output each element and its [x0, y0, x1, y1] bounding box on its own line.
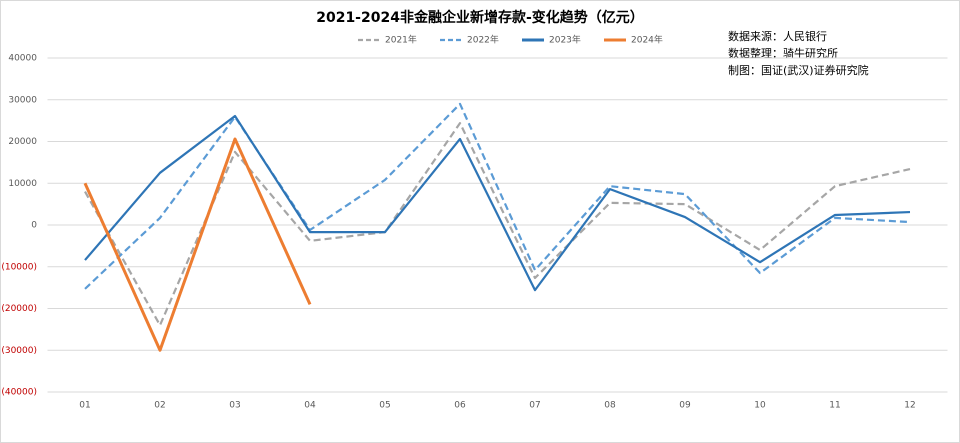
legend-label: 2024年	[631, 34, 663, 46]
series-line	[84, 114, 911, 292]
x-tick-label: 09	[679, 401, 691, 411]
x-tick-label: 10	[754, 401, 766, 411]
annotation: 制图：国证(武汉)证券研究院	[728, 63, 869, 77]
x-tick-label: 02	[154, 401, 165, 411]
y-tick-label: (30000)	[1, 346, 37, 356]
series-line	[84, 102, 911, 290]
x-tick-label: 11	[829, 401, 840, 411]
y-tick-label: 20000	[8, 137, 37, 147]
y-tick-label: 30000	[8, 95, 37, 105]
legend-label: 2022年	[467, 34, 499, 46]
x-tick-label: 06	[454, 401, 466, 411]
x-tick-label: 05	[379, 401, 390, 411]
y-tick-label: (20000)	[1, 304, 37, 314]
series-line	[84, 122, 911, 327]
annotation: 数据整理：骑牛研究所	[728, 46, 838, 60]
legend-label: 2021年	[385, 34, 417, 46]
x-tick-label: 04	[304, 401, 316, 411]
x-tick-label: 12	[904, 401, 915, 411]
annotation: 数据来源：人民银行	[728, 29, 827, 43]
x-tick-label: 08	[604, 401, 616, 411]
series-line	[83, 137, 312, 352]
y-tick-label: (10000)	[1, 262, 37, 272]
y-tick-label: 0	[31, 221, 37, 231]
y-tick-label: 10000	[8, 179, 37, 189]
y-tick-label: 40000	[8, 54, 37, 64]
chart-title: 2021-2024非金融企业新增存款-变化趋势（亿元）	[316, 9, 644, 26]
x-tick-label: 07	[529, 401, 540, 411]
legend-label: 2023年	[549, 34, 581, 46]
x-tick-label: 01	[79, 401, 90, 411]
annotations: 数据来源：人民银行 数据整理：骑牛研究所 制图：国证(武汉)证券研究院	[728, 29, 869, 77]
y-tick-label: (40000)	[1, 388, 37, 398]
x-tick-label: 03	[229, 401, 240, 411]
